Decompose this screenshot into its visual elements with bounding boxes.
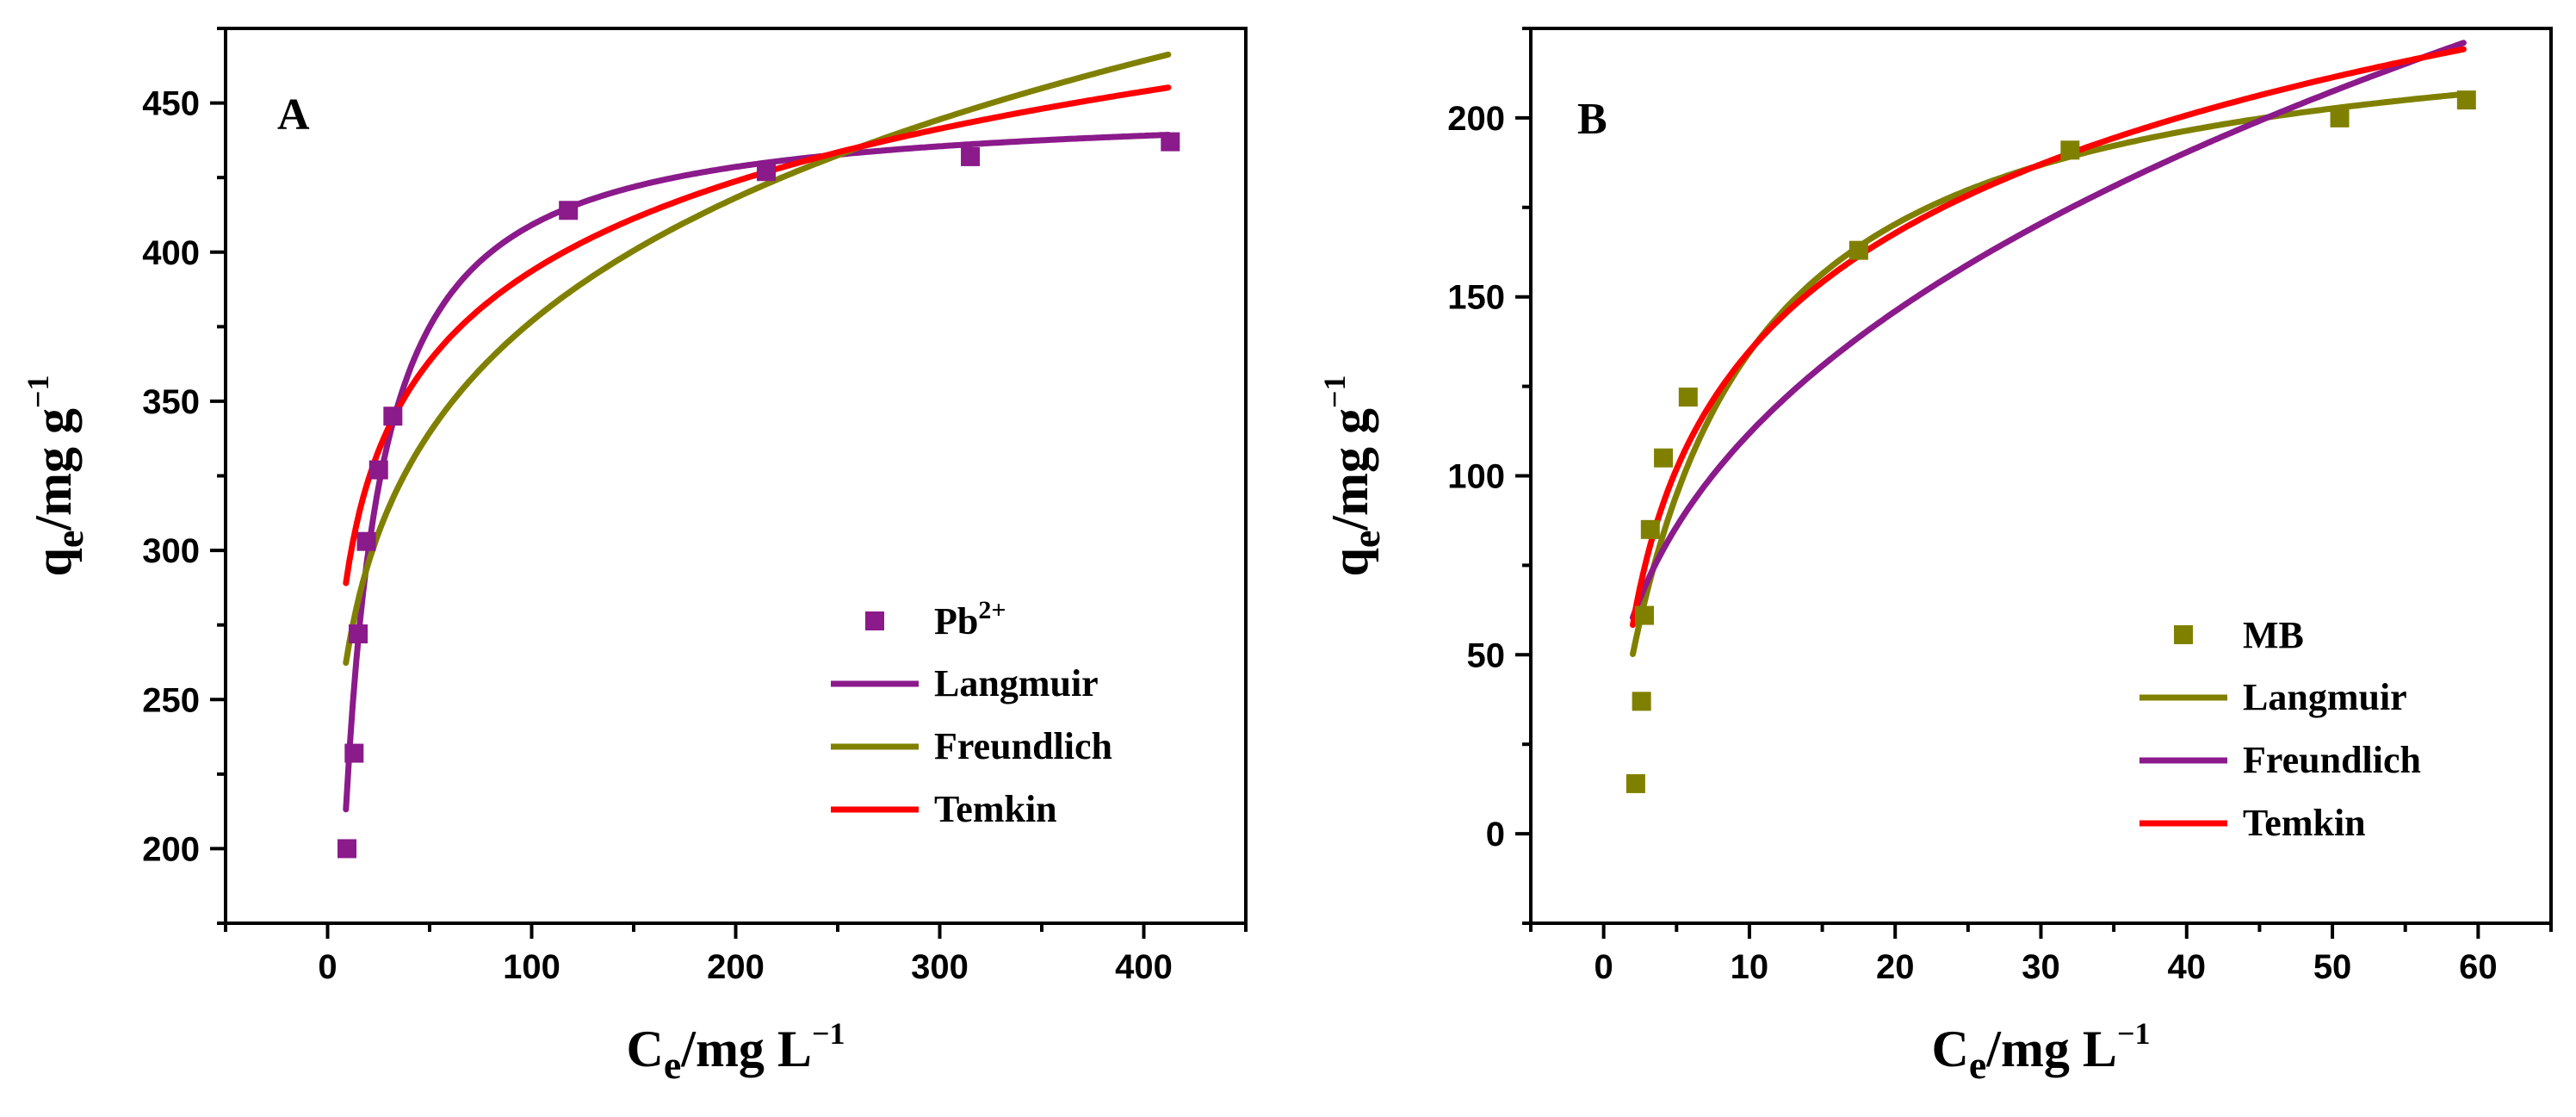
- fit-line-temkin: [1630, 46, 2467, 629]
- legend-label-langmuir: Langmuir: [2243, 676, 2407, 718]
- data-point: [961, 146, 981, 166]
- legend-marker-points: [865, 611, 884, 630]
- x-tick-label: 0: [318, 948, 337, 986]
- y-tick-label: 50: [1467, 636, 1506, 674]
- legend-label-freundlich: Freundlich: [934, 725, 1112, 767]
- y-tick-label: 100: [1447, 458, 1505, 496]
- y-tick-label: 450: [142, 85, 200, 123]
- legend-label-points: MB: [2243, 614, 2304, 656]
- data-point: [559, 201, 579, 220]
- data-point: [337, 839, 357, 859]
- y-axis-title-sub: e: [1344, 531, 1388, 548]
- data-point: [1632, 692, 1651, 711]
- legend-label-freundlich: Freundlich: [2243, 739, 2421, 781]
- panel-label: A: [277, 90, 310, 140]
- y-axis-title-rest: /mg g: [25, 408, 82, 531]
- x-axis-title-main: C: [1932, 1021, 1969, 1077]
- y-tick-label: 200: [1447, 100, 1505, 138]
- x-tick-label: 0: [1595, 948, 1613, 986]
- data-point: [356, 531, 376, 551]
- x-tick-label: 40: [2168, 948, 2207, 986]
- x-tick-label: 10: [1731, 948, 1769, 986]
- x-tick-label: 20: [1876, 948, 1915, 986]
- x-tick-label: 300: [911, 948, 969, 986]
- y-tick-label: 300: [142, 532, 200, 570]
- data-point: [757, 162, 777, 182]
- data-point: [2060, 140, 2080, 160]
- data-point: [1848, 240, 1868, 260]
- y-tick-label: 150: [1447, 279, 1505, 317]
- data-point: [1635, 605, 1655, 625]
- x-axis-title: Ce/mg L−1: [1932, 1016, 2151, 1087]
- data-point: [1625, 773, 1645, 793]
- x-axis-title-rest: /mg L: [1985, 1021, 2117, 1077]
- x-tick-label: 30: [2022, 948, 2060, 986]
- legend-label-points-main: MB: [2243, 614, 2304, 656]
- data-point: [1678, 388, 1698, 407]
- x-axis-title-main: C: [627, 1021, 664, 1077]
- y-tick-label: 400: [142, 234, 200, 272]
- legend: Pb2+ Langmuir Freundlich Temkin: [831, 596, 1112, 830]
- x-axis-title-sup: −1: [2117, 1016, 2151, 1051]
- x-tick-label: 60: [2459, 948, 2498, 986]
- x-tick-label: 50: [2313, 948, 2352, 986]
- x-axis-title: Ce/mg L−1: [627, 1016, 845, 1087]
- y-axis-title-sup: −1: [1317, 375, 1352, 409]
- x-axis-title-sub: e: [1969, 1043, 1986, 1087]
- legend-label-points-main: Pb: [934, 600, 978, 642]
- legend-label-temkin: Temkin: [2243, 802, 2366, 844]
- fit-line-langmuir: [343, 132, 1172, 813]
- y-axis-title-rest: /mg g: [1322, 408, 1378, 531]
- y-tick-label: 200: [142, 830, 200, 868]
- legend: MB Langmuir Freundlich Temkin: [2139, 614, 2421, 844]
- legend-label-points-sup: 2+: [978, 596, 1006, 624]
- data-point: [2456, 90, 2476, 110]
- data-point: [383, 406, 403, 426]
- legend-marker-points: [2174, 625, 2193, 644]
- y-axis-title-main: q: [25, 548, 82, 576]
- data-point: [1161, 132, 1180, 152]
- data-point: [344, 743, 364, 763]
- x-axis-title-sub: e: [664, 1043, 681, 1087]
- y-axis-title-sup: −1: [21, 375, 55, 409]
- x-tick-label: 200: [707, 948, 765, 986]
- data-point: [1654, 448, 1674, 468]
- legend-label-temkin: Temkin: [934, 788, 1057, 830]
- y-axis-title: qe/mg g−1: [1317, 375, 1388, 577]
- fit-line-freundlich: [1630, 40, 2467, 621]
- y-tick-label: 0: [1486, 816, 1505, 853]
- panel-label: B: [1577, 95, 1607, 144]
- data-point: [368, 460, 388, 480]
- fit-line-freundlich: [343, 51, 1172, 667]
- y-axis-title-main: q: [1322, 548, 1378, 576]
- fit-line-langmuir: [1630, 90, 2467, 657]
- data-point: [2330, 108, 2350, 127]
- legend-label-points: Pb2+: [934, 596, 1006, 642]
- x-axis-title-rest: /mg L: [680, 1021, 812, 1077]
- x-axis-title-sup: −1: [812, 1016, 845, 1051]
- y-axis-title-sub: e: [47, 531, 91, 548]
- legend-label-langmuir: Langmuir: [934, 662, 1099, 704]
- data-point: [349, 624, 368, 644]
- x-tick-label: 100: [503, 948, 560, 986]
- x-tick-label: 400: [1115, 948, 1173, 986]
- y-tick-label: 350: [142, 383, 200, 421]
- data-point: [1640, 519, 1660, 539]
- y-tick-label: 250: [142, 681, 200, 719]
- y-axis-title: qe/mg g−1: [21, 375, 91, 577]
